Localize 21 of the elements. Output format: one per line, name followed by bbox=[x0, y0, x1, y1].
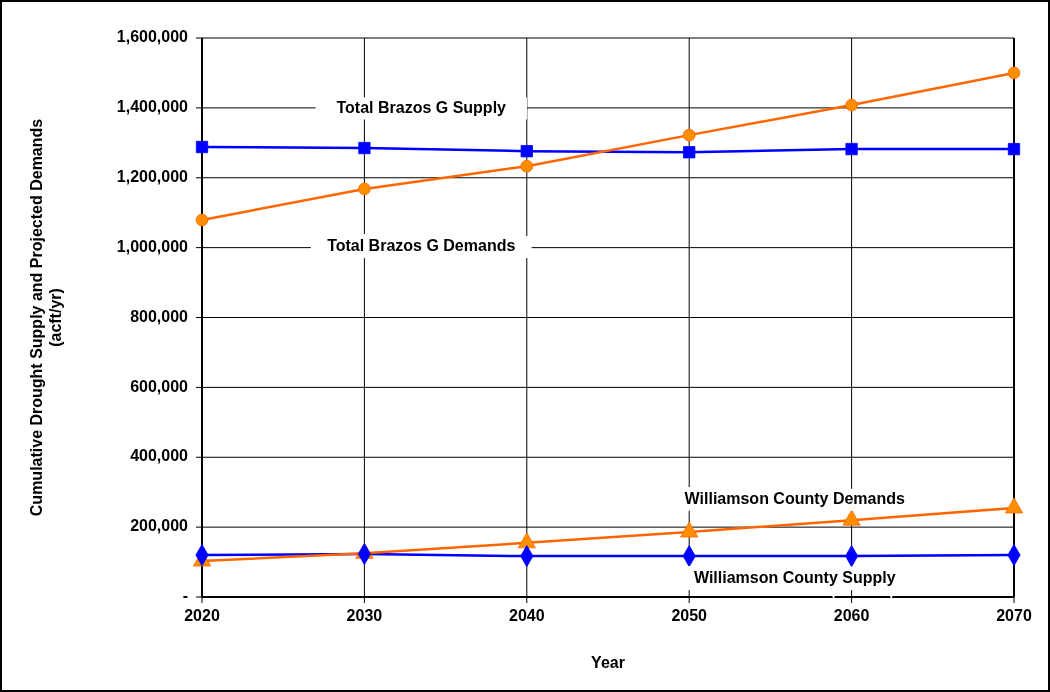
y-tick-label: 1,000,000 bbox=[116, 237, 189, 255]
y-tick-label: 600,000 bbox=[130, 377, 189, 395]
series-label: Williamson County Demands bbox=[684, 489, 906, 507]
x-tick-label: 2020 bbox=[184, 607, 220, 624]
y-tick-label: 1,400,000 bbox=[116, 98, 189, 116]
y-tick-label: 1,600,000 bbox=[116, 28, 189, 46]
x-tick-label: 2030 bbox=[346, 607, 383, 624]
text: Total Brazos G Supply bbox=[336, 98, 507, 116]
series-label: Williamson County Supply bbox=[693, 569, 896, 587]
y-axis-title: Cumulative Drought Supply and Projected Demands (acft/yr) bbox=[28, 118, 64, 517]
y-tick-label: - bbox=[182, 587, 188, 605]
x-axis-title: Year bbox=[591, 654, 625, 671]
x-tick-label: 2070 bbox=[996, 607, 1032, 624]
text: Total Brazos G Demands bbox=[327, 237, 516, 255]
x-tick-label: 2050 bbox=[671, 607, 708, 624]
y-tick-label: 400,000 bbox=[130, 447, 189, 465]
x-tick-label: 2040 bbox=[509, 607, 545, 624]
y-tick-label: 200,000 bbox=[130, 517, 189, 535]
y-tick-label: 800,000 bbox=[130, 307, 189, 325]
y-tick-label: 1,200,000 bbox=[116, 167, 189, 185]
x-tick-label: 2060 bbox=[833, 607, 870, 624]
